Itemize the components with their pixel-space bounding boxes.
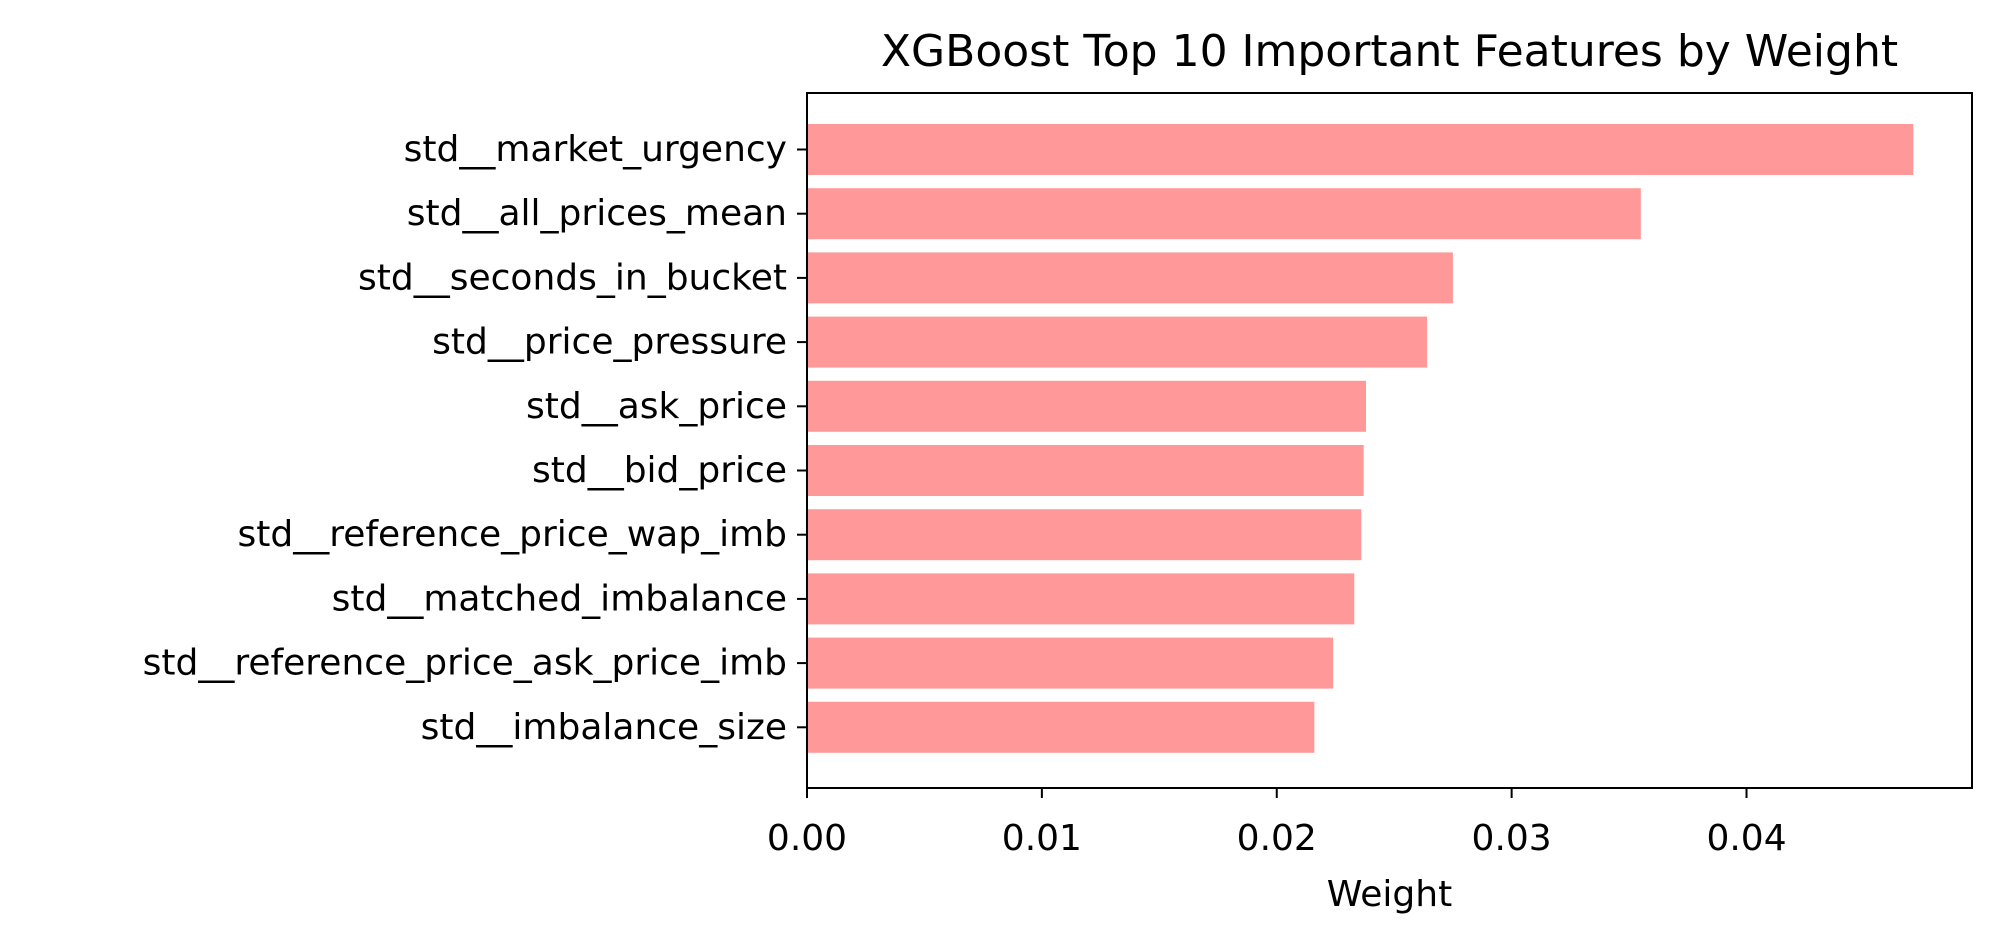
- y-tick-label: std__imbalance_size: [421, 707, 787, 748]
- bar: [807, 316, 1428, 368]
- x-tick-label: 0.04: [1706, 818, 1786, 859]
- chart-title: XGBoost Top 10 Important Features by Wei…: [881, 26, 1898, 77]
- bar: [807, 445, 1364, 496]
- bar: [807, 188, 1641, 240]
- y-tick-label: std__reference_price_wap_imb: [238, 514, 788, 555]
- y-tick-label: std__seconds_in_bucket: [358, 257, 787, 298]
- bar: [807, 701, 1315, 753]
- x-ticks-layer: 0.00 0.01 0.02 0.03 0.04: [767, 788, 1787, 859]
- y-tick-label: std__price_pressure: [432, 322, 787, 363]
- y-tick-label: std__ask_price: [526, 386, 787, 427]
- y-tick-label: std__matched_imbalance: [332, 578, 787, 619]
- bars-layer: [807, 124, 1914, 753]
- x-tick-label: 0.02: [1237, 818, 1317, 859]
- bar: [807, 380, 1367, 432]
- y-tick-label: std__market_urgency: [404, 129, 787, 170]
- y-ticks-layer: std__market_urgency std__all_prices_means…: [143, 129, 807, 748]
- x-axis-label: Weight: [1327, 874, 1452, 915]
- bar: [807, 573, 1355, 625]
- x-tick-label: 0.00: [767, 818, 847, 859]
- bar: [807, 124, 1914, 175]
- y-tick-label: std__reference_price_ask_price_imb: [143, 643, 787, 684]
- bar: [807, 252, 1453, 304]
- y-tick-label: std__all_prices_mean: [407, 193, 787, 234]
- plot-frame: [806, 92, 1973, 789]
- x-tick-label: 0.03: [1472, 818, 1552, 859]
- bar: [807, 509, 1362, 561]
- x-tick-label: 0.01: [1002, 818, 1082, 859]
- bar: [807, 637, 1334, 689]
- y-tick-label: std__bid_price: [532, 450, 787, 491]
